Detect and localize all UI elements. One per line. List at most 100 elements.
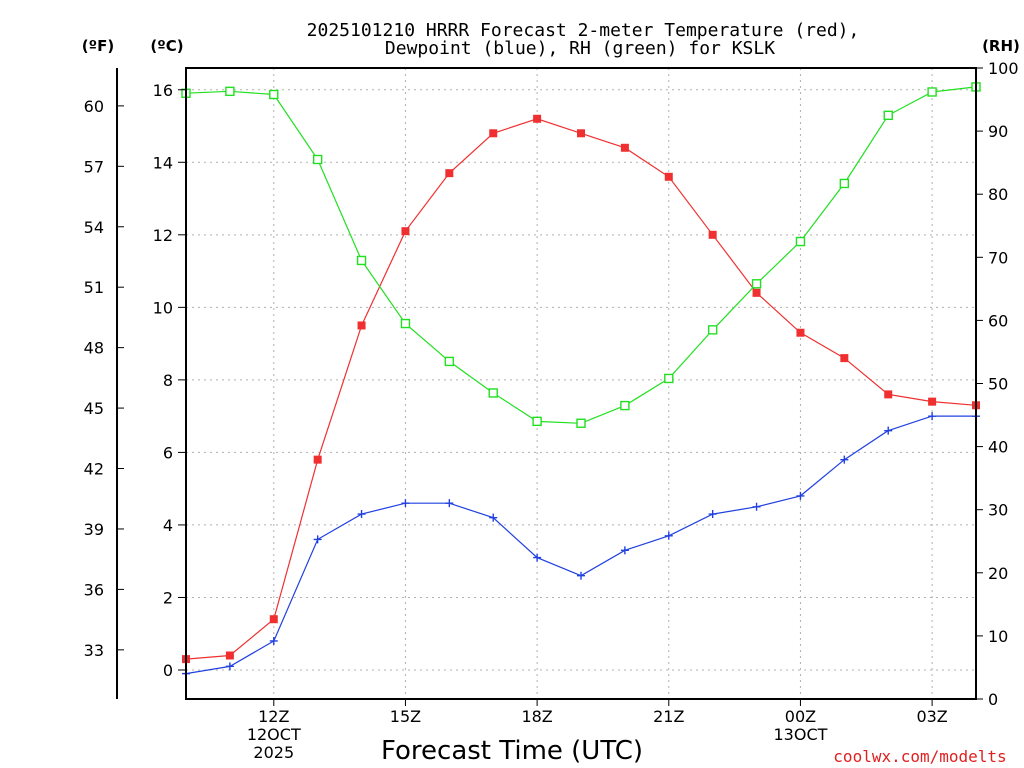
plot-frame bbox=[185, 67, 977, 700]
dewpoint-point bbox=[928, 412, 937, 421]
x-tick-label: 13OCT bbox=[773, 725, 827, 744]
dewpoint-point bbox=[401, 499, 410, 508]
celsius-tick-label: 4 bbox=[163, 516, 173, 535]
rh-point bbox=[664, 373, 674, 384]
rh-tick-label: 30 bbox=[988, 501, 1008, 520]
dewpoint-point bbox=[489, 513, 498, 522]
fahrenheit-tick-label: 60 bbox=[84, 97, 104, 116]
celsius-unit-label: (ºC) bbox=[150, 37, 183, 55]
celsius-tick-label: 16 bbox=[153, 81, 173, 100]
rh-point bbox=[225, 86, 235, 97]
dewpoint-point bbox=[620, 546, 629, 555]
dewpoint-point bbox=[664, 531, 673, 540]
x-tick-label: 15Z bbox=[390, 707, 421, 726]
temperature-point bbox=[840, 354, 849, 363]
dewpoint-point bbox=[445, 499, 454, 508]
temperature-point bbox=[928, 397, 937, 406]
rh-point bbox=[532, 416, 542, 427]
celsius-tick-label: 12 bbox=[153, 226, 173, 245]
rh-point bbox=[576, 418, 586, 428]
temperature-point bbox=[752, 288, 761, 297]
fahrenheit-tick-label: 42 bbox=[84, 460, 104, 479]
dewpoint-point bbox=[708, 510, 717, 519]
temperature-point bbox=[796, 328, 805, 337]
celsius-tick-label: 2 bbox=[163, 588, 173, 607]
temperature-point bbox=[533, 114, 542, 123]
rh-tick-label: 60 bbox=[988, 311, 1008, 330]
chart-title-line1: 2025101210 HRRR Forecast 2-meter Tempera… bbox=[307, 20, 860, 41]
temperature-point bbox=[225, 651, 234, 660]
rh-tick-label: 80 bbox=[988, 185, 1008, 204]
rh-tick-label: 0 bbox=[988, 690, 998, 709]
dewpoint-point bbox=[752, 502, 761, 511]
temperature-point bbox=[664, 172, 673, 181]
celsius-tick-label: 0 bbox=[163, 661, 173, 680]
rh-line bbox=[185, 86, 977, 424]
rh-unit-label: (RH) bbox=[982, 37, 1020, 55]
rh-point bbox=[795, 236, 806, 247]
rh-point bbox=[400, 318, 411, 329]
temperature-point bbox=[620, 143, 629, 152]
celsius-tick-label: 8 bbox=[163, 371, 173, 390]
rh-point bbox=[356, 255, 367, 266]
rh-point bbox=[751, 279, 762, 289]
rh-point bbox=[444, 356, 455, 367]
rh-point bbox=[620, 400, 630, 411]
rh-point bbox=[488, 388, 498, 398]
temperature-point bbox=[445, 169, 454, 178]
fahrenheit-tick-label: 45 bbox=[84, 399, 104, 418]
fahrenheit-tick-label: 39 bbox=[84, 520, 104, 539]
dewpoint-point bbox=[533, 553, 542, 562]
rh-point bbox=[927, 87, 937, 97]
rh-point bbox=[707, 325, 718, 335]
temperature-point bbox=[357, 321, 366, 330]
dewpoint-line bbox=[185, 415, 976, 675]
celsius-tick-label: 6 bbox=[163, 443, 173, 462]
x-tick-label: 2025 bbox=[253, 743, 294, 762]
fahrenheit-unit-label: (ºF) bbox=[82, 37, 114, 55]
celsius-tick-label: 10 bbox=[153, 298, 173, 317]
rh-tick-label: 90 bbox=[988, 122, 1008, 141]
series-layer bbox=[181, 82, 981, 678]
x-axis-label: Forecast Time (UTC) bbox=[381, 736, 643, 766]
x-tick-label: 03Z bbox=[916, 707, 947, 726]
x-tick-label: 00Z bbox=[785, 707, 816, 726]
temperature-point bbox=[313, 455, 322, 464]
dewpoint-point bbox=[840, 455, 849, 464]
rh-point bbox=[312, 154, 323, 165]
fahrenheit-tick-label: 36 bbox=[84, 580, 104, 599]
fahrenheit-tick-label: 57 bbox=[84, 157, 104, 176]
rh-tick-label: 100 bbox=[988, 59, 1019, 78]
x-tick-label: 12OCT bbox=[247, 725, 301, 744]
dewpoint-point bbox=[796, 491, 805, 500]
dewpoint-point bbox=[357, 510, 366, 519]
dewpoint-point bbox=[269, 636, 278, 645]
temperature-point bbox=[577, 129, 585, 138]
dewpoint-point bbox=[577, 571, 585, 580]
rh-point bbox=[883, 110, 893, 121]
temperature-point bbox=[401, 227, 410, 236]
celsius-tick-label: 14 bbox=[153, 153, 173, 172]
temperature-point bbox=[269, 615, 278, 624]
temperature-point bbox=[884, 390, 893, 399]
dewpoint-point bbox=[225, 662, 234, 671]
x-tick-label: 12Z bbox=[258, 707, 289, 726]
fahrenheit-tick-label: 51 bbox=[84, 278, 104, 297]
rh-point bbox=[839, 178, 850, 189]
rh-tick-label: 20 bbox=[988, 564, 1008, 583]
dewpoint-point bbox=[313, 535, 322, 544]
rh-tick-label: 10 bbox=[988, 627, 1008, 646]
fahrenheit-tick-label: 54 bbox=[84, 218, 104, 237]
credit-label: coolwx.com/modelts bbox=[833, 747, 1006, 766]
rh-tick-label: 50 bbox=[988, 375, 1008, 394]
fahrenheit-tick-label: 33 bbox=[84, 641, 104, 660]
chart-title-line2: Dewpoint (blue), RH (green) for KSLK bbox=[385, 38, 775, 59]
temperature-point bbox=[489, 129, 498, 138]
rh-point bbox=[269, 89, 279, 100]
fahrenheit-tick-label: 48 bbox=[84, 339, 104, 358]
dewpoint-point bbox=[884, 426, 893, 435]
rh-tick-label: 40 bbox=[988, 438, 1008, 457]
rh-tick-label: 70 bbox=[988, 248, 1008, 267]
